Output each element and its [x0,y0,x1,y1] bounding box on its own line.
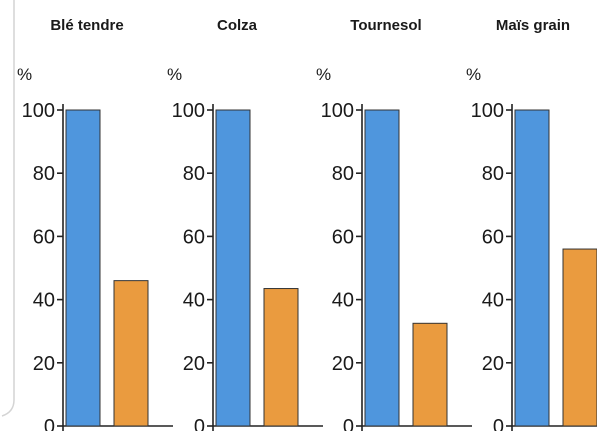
chart-title: Tournesol [350,17,421,34]
chart-panel-2: Colza% 0 20 40 60 80 100 [167,17,323,431]
y-axis-unit-label: % [17,65,32,84]
y-tick-label: 0 [493,416,504,431]
y-tick-label: 80 [482,163,504,185]
y-tick-label: 20 [482,353,504,375]
y-tick-label: 60 [183,226,205,248]
y-tick-label: 20 [183,353,205,375]
y-tick-label: 80 [33,163,55,185]
y-tick-label: 0 [44,416,55,431]
bar-orange [113,280,149,427]
y-tick-label: 60 [332,226,354,248]
y-tick-label: 60 [482,226,504,248]
y-tick-label: 20 [332,353,354,375]
y-tick-label: 100 [172,100,205,122]
chart-title: Blé tendre [50,17,123,34]
chart-panel-1: Blé tendre% 0 20 40 60 80 100 [17,17,173,431]
y-tick-label: 100 [22,100,55,122]
y-tick-label: 20 [33,353,55,375]
bar-blue [65,109,101,427]
y-tick-label: 80 [332,163,354,185]
chart-title: Maïs grain [496,17,570,34]
y-tick-label: 40 [332,290,354,312]
y-axis-unit-label: % [167,65,182,84]
y-tick-label: 40 [183,290,205,312]
y-tick-label: 0 [343,416,354,431]
y-tick-label: 100 [471,100,504,122]
frame-border [1,0,15,417]
bar-blue [364,109,400,427]
chart-title: Colza [217,17,258,34]
y-axis-unit-label: % [316,65,331,84]
y-tick-label: 0 [194,416,205,431]
bar-orange [263,288,299,427]
chart-panel-4: Maïs grain% 0 20 40 60 80 100 [466,17,597,431]
y-axis-unit-label: % [466,65,481,84]
y-tick-label: 60 [33,226,55,248]
bar-blue [514,109,550,427]
bar-orange [562,248,597,427]
y-tick-label: 40 [482,290,504,312]
y-tick-label: 100 [321,100,354,122]
y-tick-label: 80 [183,163,205,185]
bar-blue [215,109,251,427]
bar-orange [412,322,448,427]
y-tick-label: 40 [33,290,55,312]
chart-panel-3: Tournesol% 0 20 40 60 80 100 [316,17,472,431]
